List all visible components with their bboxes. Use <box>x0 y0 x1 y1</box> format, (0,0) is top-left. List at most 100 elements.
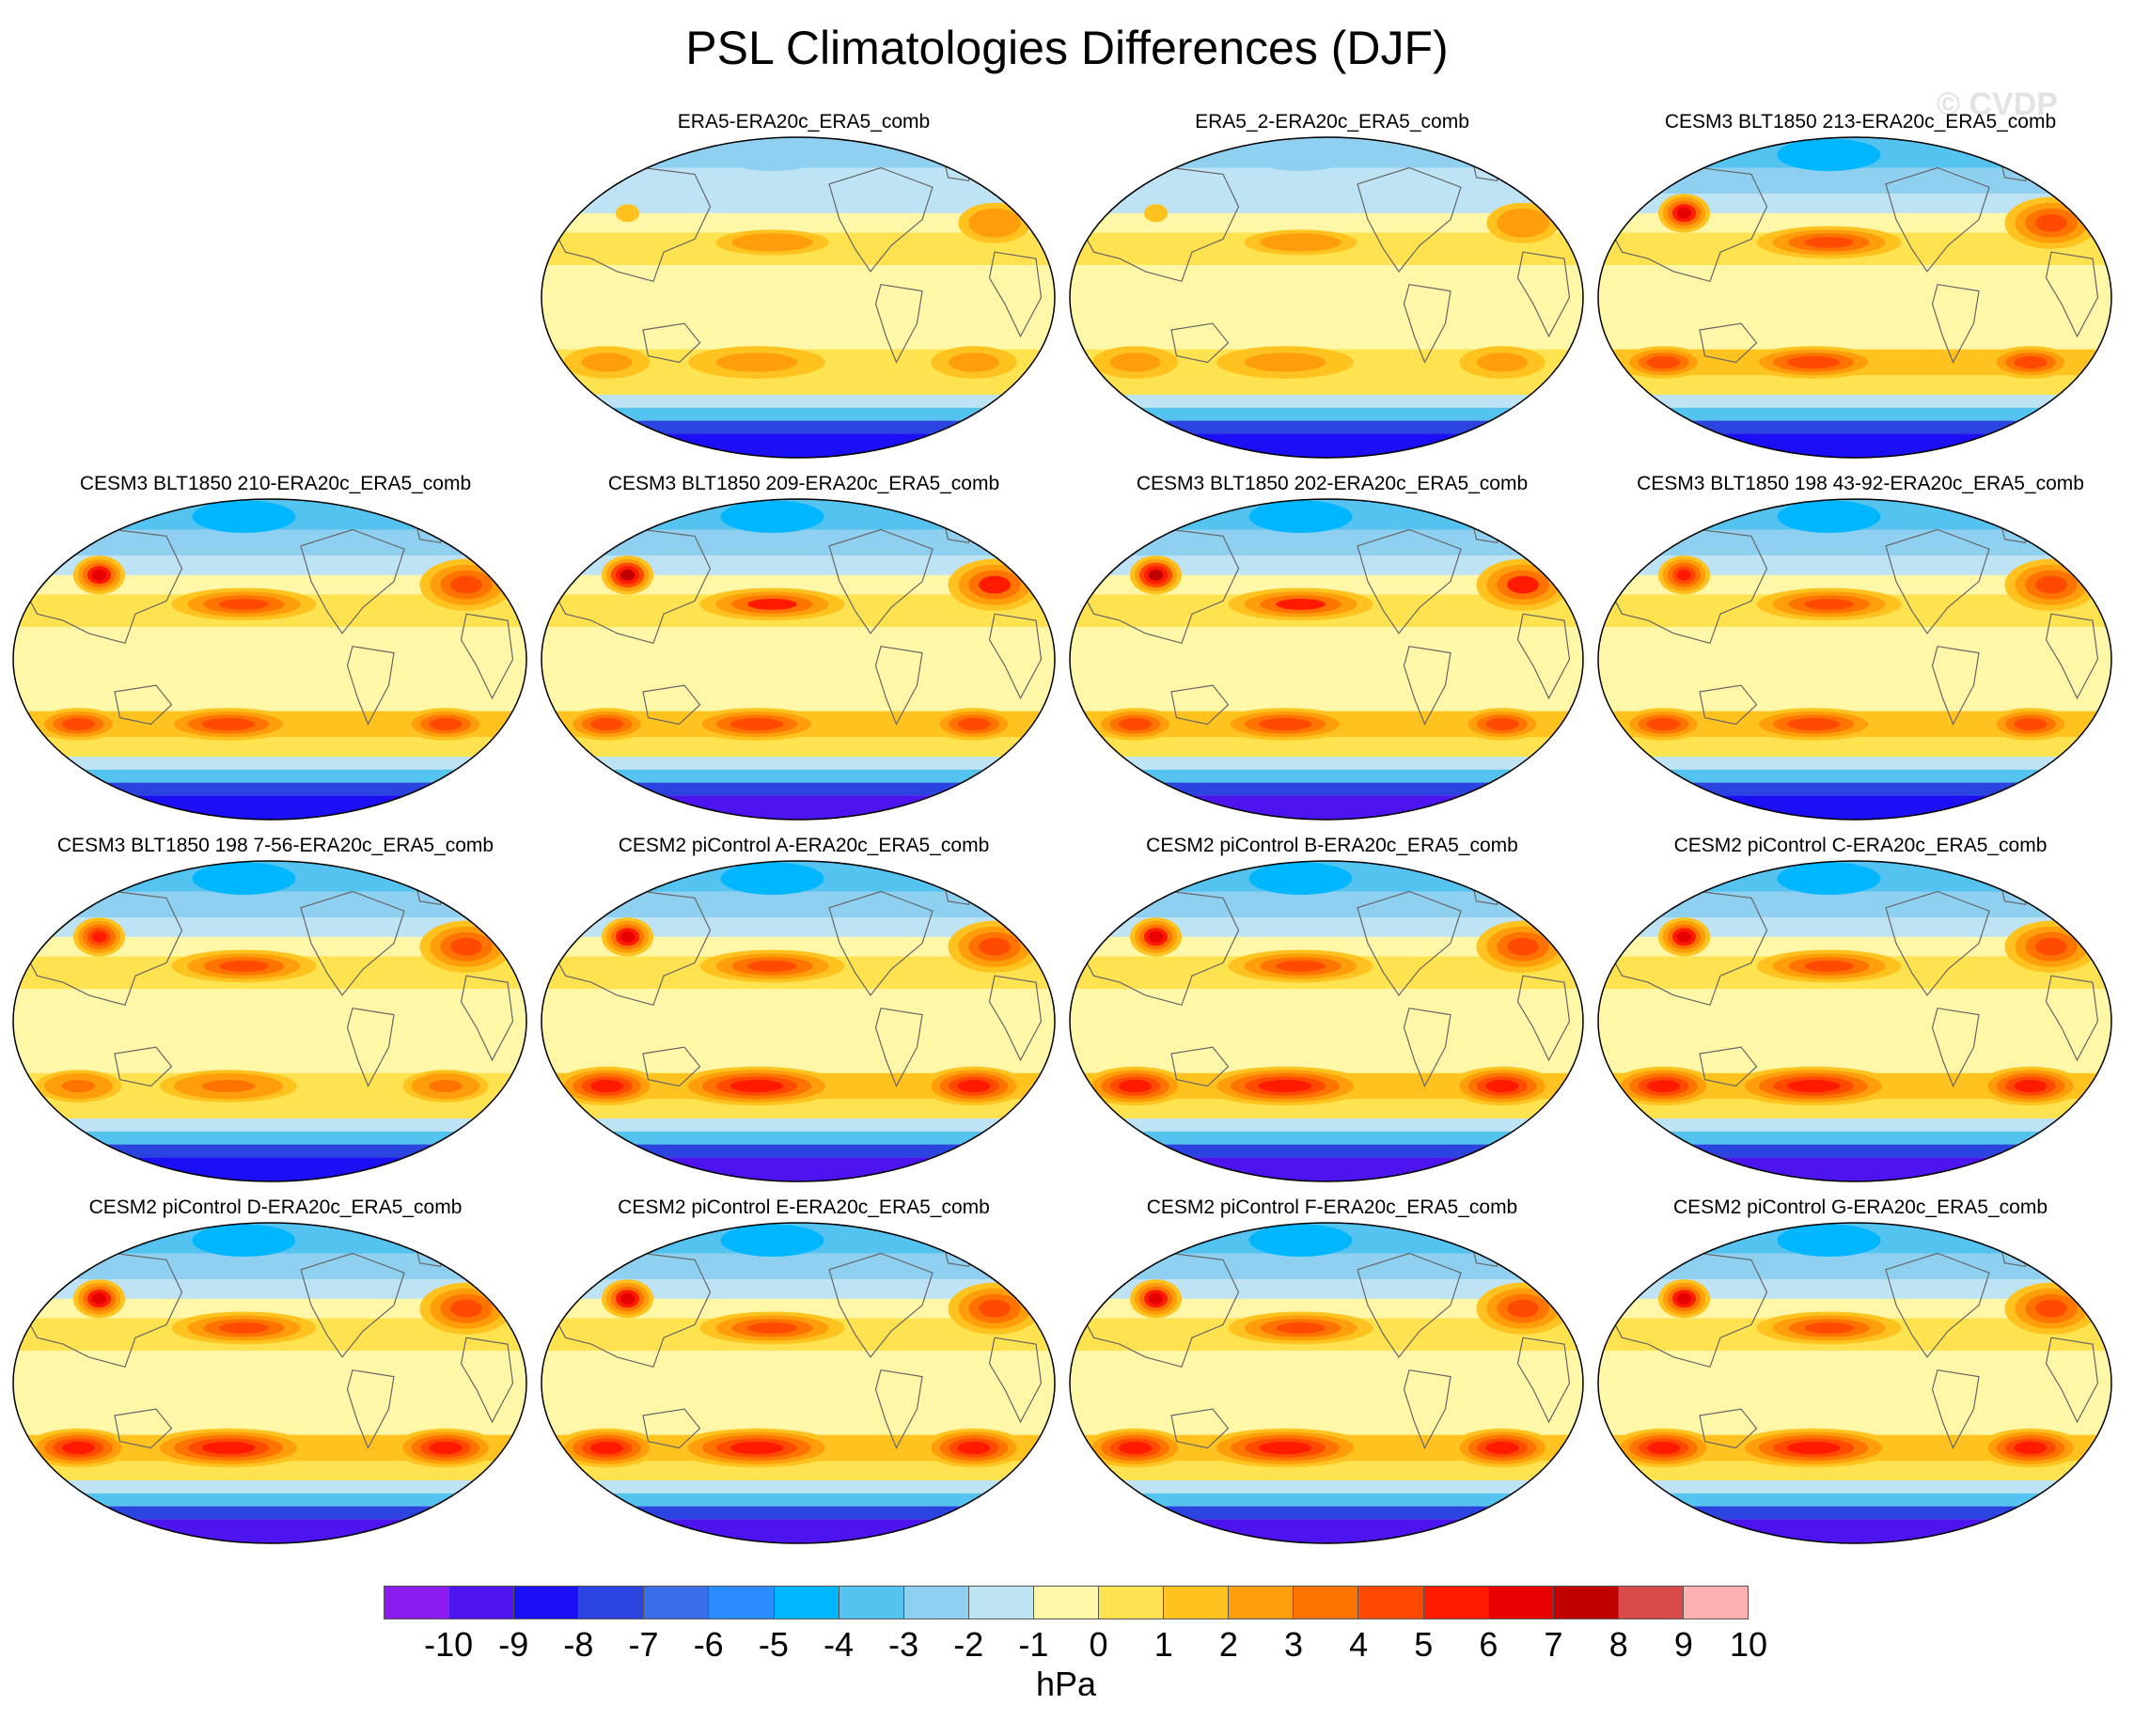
latitude-band <box>541 529 1055 556</box>
pressure-anomaly-contour <box>450 575 482 594</box>
coastline <box>1699 1046 1758 1087</box>
latitude-band <box>13 1157 526 1181</box>
map-panel-title: CESM2 piControl G-ERA20c_ERA5_comb <box>1673 1196 2048 1218</box>
pressure-anomaly-contour <box>1777 500 1881 533</box>
latitude-band <box>13 782 526 796</box>
coastline <box>300 1252 405 1358</box>
pressure-anomaly-contour <box>219 599 269 610</box>
colorbar-tick-label: -2 <box>953 1625 984 1664</box>
pressure-anomaly-contour <box>1786 1079 1841 1093</box>
pressure-anomaly-contour <box>450 1299 482 1318</box>
coastline <box>1403 284 1451 364</box>
latitude-band <box>541 1131 1055 1145</box>
latitude-band <box>13 1480 526 1494</box>
pressure-anomaly-contour <box>1148 570 1164 581</box>
latitude-band <box>1070 1253 1583 1280</box>
pressure-anomaly-contour <box>720 500 824 533</box>
latitude-band <box>1598 627 2111 686</box>
pressure-anomaly-contour <box>2014 355 2048 369</box>
latitude-band <box>13 769 526 783</box>
latitude-band <box>1598 891 2111 918</box>
latitude-band <box>541 375 1055 395</box>
coastline <box>874 1008 923 1087</box>
latitude-band <box>1598 737 2111 757</box>
pressure-anomaly-contour <box>2035 213 2067 232</box>
pressure-anomaly-contour <box>2035 937 2067 956</box>
latitude-band <box>1598 1279 2111 1299</box>
pressure-anomaly-contour <box>1786 1441 1841 1455</box>
latitude-band <box>1598 1519 2111 1543</box>
coastline <box>1516 975 1571 1062</box>
pressure-anomaly-contour <box>192 1224 296 1257</box>
colorbar-tick-label: -3 <box>888 1625 919 1664</box>
robinson-map <box>1597 860 2112 1182</box>
colorbar: -10 -9 -8 -7 -6 -5 -4 -3 -2 -1 0 1 2 3 4 5 6 7 8 9 10 hPa <box>384 1586 1767 1736</box>
latitude-band <box>541 194 1055 213</box>
latitude-band <box>1598 1461 2111 1480</box>
latitude-band <box>1598 1506 2111 1520</box>
pressure-anomaly-contour <box>747 599 797 610</box>
pressure-anomaly-contour <box>201 1441 256 1455</box>
colorbar-tick-label: 2 <box>1218 1625 1238 1664</box>
pressure-anomaly-contour <box>1258 717 1312 731</box>
colorbar-tick-label: -7 <box>628 1625 659 1664</box>
colorbar-box <box>1488 1587 1554 1619</box>
latitude-band <box>1070 433 1583 458</box>
coastline <box>114 1408 173 1449</box>
pressure-anomaly-contour <box>1804 1322 1854 1334</box>
robinson-map <box>541 860 1056 1182</box>
pressure-anomaly-contour <box>2035 575 2067 594</box>
latitude-band <box>13 737 526 757</box>
map-panel: ERA5-ERA20c_ERA5_comb <box>540 111 1068 461</box>
pressure-anomaly-contour <box>589 1441 624 1455</box>
map-field <box>541 861 1055 1181</box>
pressure-anomaly-contour <box>1118 1079 1153 1093</box>
map-panel: CESM3 BLT1850 198 43-92-ERA20c_ERA5_comb <box>1596 473 2125 822</box>
pressure-anomaly-contour <box>957 717 991 731</box>
latitude-band <box>13 1461 526 1480</box>
latitude-band <box>541 167 1055 195</box>
coastline <box>1516 251 1571 338</box>
pressure-anomaly-contour <box>589 1079 624 1093</box>
latitude-band <box>13 1351 526 1410</box>
pressure-anomaly-contour <box>1804 599 1854 610</box>
colorbar-tick-label: -1 <box>1018 1625 1049 1664</box>
coastline <box>828 890 934 996</box>
latitude-band <box>541 1279 1055 1299</box>
pressure-anomaly-contour <box>1646 1079 1681 1093</box>
pressure-anomaly-contour <box>192 862 296 895</box>
pressure-anomaly-contour <box>620 570 635 581</box>
pressure-anomaly-contour <box>91 931 107 943</box>
figure-title: PSL Climatologies Differences (DJF) <box>685 22 1449 74</box>
latitude-band <box>541 795 1055 820</box>
robinson-map <box>12 498 527 821</box>
robinson-map <box>1069 136 1584 459</box>
latitude-band <box>13 1519 526 1543</box>
latitude-band <box>1070 194 1583 213</box>
watermark: © CVDP <box>1937 86 2058 122</box>
pressure-anomaly-contour <box>1485 355 1519 369</box>
coastline <box>1170 322 1230 364</box>
latitude-band <box>541 407 1055 421</box>
map-border <box>1597 860 2112 1182</box>
map-panel-title: ERA5-ERA20c_ERA5_comb <box>677 111 931 133</box>
latitude-band <box>541 1157 1055 1181</box>
pressure-anomaly-contour <box>429 717 463 731</box>
latitude-band <box>1070 1118 1583 1132</box>
coastline <box>828 166 934 273</box>
map-panel: CESM2 piControl G-ERA20c_ERA5_comb <box>1596 1196 2125 1546</box>
pressure-anomaly-contour <box>979 937 1011 956</box>
pressure-anomaly-contour <box>589 355 624 369</box>
colorbar-tick-label: 6 <box>1479 1625 1499 1664</box>
latitude-band <box>1070 891 1583 918</box>
latitude-band <box>13 1131 526 1145</box>
map-panel: CESM2 piControl E-ERA20c_ERA5_comb <box>540 1196 1068 1546</box>
latitude-band <box>541 757 1055 770</box>
pressure-anomaly-contour <box>1248 1224 1353 1257</box>
colorbar-box <box>968 1587 1034 1619</box>
latitude-band <box>1598 1099 2111 1118</box>
colorbar-box <box>839 1587 904 1619</box>
pressure-anomaly-contour <box>620 931 635 943</box>
map-border <box>12 1222 527 1544</box>
colorbar-tick-label: -9 <box>498 1625 529 1664</box>
